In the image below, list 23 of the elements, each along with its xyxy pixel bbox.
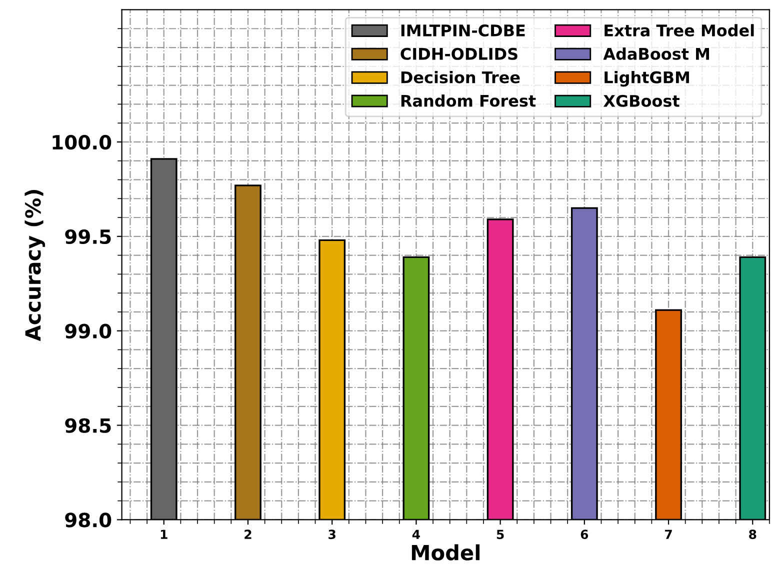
legend-label: IMLTPIN-CDBE — [401, 24, 525, 36]
x-tick-label: 8 — [749, 530, 756, 540]
legend-label: XGBoost — [603, 94, 680, 107]
y-tick-label: 99.0 — [65, 324, 112, 338]
y-axis-title: Accuracy (%) — [24, 190, 46, 342]
y-tick-label: 100.0 — [52, 134, 112, 150]
x-tick-label: 5 — [496, 530, 504, 540]
legend-label: AdaBoost M — [603, 48, 709, 60]
y-tick-label: 98.5 — [65, 418, 111, 433]
x-tick-label: 3 — [328, 530, 336, 540]
legend-label: Random Forest — [401, 94, 536, 107]
y-tick-label: 98.0 — [65, 512, 112, 528]
legend-label: Extra Tree Model — [604, 24, 754, 36]
legend-label: Decision Tree — [401, 71, 520, 84]
x-tick-label: 2 — [244, 530, 252, 539]
x-tick-label: 4 — [412, 530, 420, 539]
y-tick-label: 99.5 — [65, 229, 111, 244]
x-tick-label: 1 — [160, 530, 168, 539]
legend-label: CIDH-ODLIDS — [400, 48, 518, 60]
x-tick-label: 7 — [665, 530, 672, 539]
x-tick-label: 6 — [580, 530, 588, 540]
legend-label: LightGBM — [604, 71, 689, 87]
x-axis-title: Model — [412, 544, 480, 560]
